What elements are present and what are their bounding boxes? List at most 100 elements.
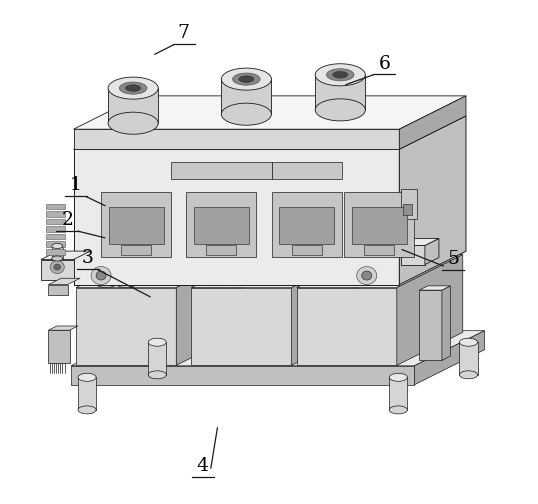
Ellipse shape bbox=[95, 278, 117, 288]
Ellipse shape bbox=[310, 258, 332, 268]
Polygon shape bbox=[331, 263, 353, 278]
Text: 1: 1 bbox=[70, 176, 82, 195]
Polygon shape bbox=[419, 286, 450, 290]
Bar bbox=[352, 207, 407, 244]
Bar bbox=[272, 192, 342, 257]
Polygon shape bbox=[292, 255, 358, 365]
Polygon shape bbox=[74, 149, 399, 285]
Ellipse shape bbox=[225, 275, 247, 285]
Polygon shape bbox=[171, 162, 272, 179]
Ellipse shape bbox=[225, 260, 247, 270]
Ellipse shape bbox=[95, 263, 117, 273]
Bar bbox=[207, 245, 236, 255]
Polygon shape bbox=[221, 79, 272, 114]
Ellipse shape bbox=[125, 85, 140, 91]
Bar bbox=[46, 241, 65, 247]
Polygon shape bbox=[390, 377, 407, 410]
Ellipse shape bbox=[96, 271, 106, 280]
Ellipse shape bbox=[54, 264, 61, 270]
Bar bbox=[46, 226, 65, 232]
Polygon shape bbox=[272, 162, 342, 179]
Polygon shape bbox=[315, 75, 365, 110]
Ellipse shape bbox=[342, 261, 362, 270]
Text: 7: 7 bbox=[178, 25, 190, 42]
Ellipse shape bbox=[459, 371, 478, 379]
Polygon shape bbox=[71, 331, 485, 366]
Polygon shape bbox=[459, 342, 478, 375]
Ellipse shape bbox=[315, 64, 365, 86]
Polygon shape bbox=[48, 326, 78, 330]
Ellipse shape bbox=[115, 278, 137, 288]
Ellipse shape bbox=[78, 373, 96, 382]
Bar bbox=[404, 205, 412, 215]
Polygon shape bbox=[419, 290, 442, 360]
Polygon shape bbox=[296, 255, 463, 288]
Bar bbox=[46, 204, 65, 209]
Polygon shape bbox=[48, 285, 67, 295]
Bar bbox=[194, 207, 249, 244]
Polygon shape bbox=[74, 129, 399, 149]
Polygon shape bbox=[225, 265, 247, 280]
Ellipse shape bbox=[232, 73, 260, 85]
Polygon shape bbox=[206, 265, 228, 280]
Bar bbox=[279, 207, 334, 244]
Polygon shape bbox=[74, 116, 466, 149]
Polygon shape bbox=[148, 342, 166, 375]
Ellipse shape bbox=[115, 263, 137, 273]
Polygon shape bbox=[74, 96, 466, 129]
Ellipse shape bbox=[78, 406, 96, 414]
Ellipse shape bbox=[331, 258, 353, 268]
Bar bbox=[364, 245, 394, 255]
Ellipse shape bbox=[239, 76, 254, 83]
Ellipse shape bbox=[459, 338, 478, 346]
Ellipse shape bbox=[310, 273, 332, 283]
Ellipse shape bbox=[52, 243, 63, 248]
Ellipse shape bbox=[221, 103, 272, 125]
Bar bbox=[344, 192, 414, 257]
Bar bbox=[292, 245, 322, 255]
Ellipse shape bbox=[91, 267, 111, 285]
Polygon shape bbox=[76, 255, 242, 288]
Polygon shape bbox=[192, 288, 292, 365]
Ellipse shape bbox=[108, 77, 158, 99]
Polygon shape bbox=[41, 260, 74, 280]
Polygon shape bbox=[48, 330, 69, 363]
Polygon shape bbox=[71, 366, 414, 385]
Bar bbox=[46, 249, 65, 255]
Bar bbox=[46, 219, 65, 224]
Bar bbox=[101, 192, 171, 257]
Bar bbox=[401, 190, 417, 219]
Text: 3: 3 bbox=[82, 249, 94, 267]
Ellipse shape bbox=[357, 267, 377, 285]
Polygon shape bbox=[397, 255, 463, 365]
Bar bbox=[186, 192, 257, 257]
Polygon shape bbox=[342, 265, 362, 278]
Polygon shape bbox=[399, 116, 466, 285]
Ellipse shape bbox=[221, 68, 272, 90]
Polygon shape bbox=[401, 245, 425, 265]
Polygon shape bbox=[192, 255, 358, 288]
Polygon shape bbox=[414, 331, 485, 385]
Polygon shape bbox=[41, 251, 90, 260]
Bar bbox=[109, 207, 164, 244]
Polygon shape bbox=[95, 268, 117, 283]
Ellipse shape bbox=[206, 260, 228, 270]
Ellipse shape bbox=[390, 373, 407, 382]
Bar bbox=[121, 245, 151, 255]
Ellipse shape bbox=[119, 82, 147, 94]
Bar bbox=[46, 211, 65, 217]
Ellipse shape bbox=[390, 406, 407, 414]
Text: 4: 4 bbox=[197, 457, 209, 475]
Ellipse shape bbox=[362, 271, 372, 280]
Ellipse shape bbox=[331, 273, 353, 283]
Text: 2: 2 bbox=[61, 212, 74, 229]
Polygon shape bbox=[176, 255, 242, 365]
Ellipse shape bbox=[148, 371, 166, 379]
Ellipse shape bbox=[206, 275, 228, 285]
Polygon shape bbox=[108, 88, 158, 123]
Polygon shape bbox=[115, 268, 137, 283]
Polygon shape bbox=[442, 286, 450, 360]
Ellipse shape bbox=[332, 72, 348, 78]
Ellipse shape bbox=[50, 261, 64, 274]
Text: 5: 5 bbox=[448, 250, 459, 268]
